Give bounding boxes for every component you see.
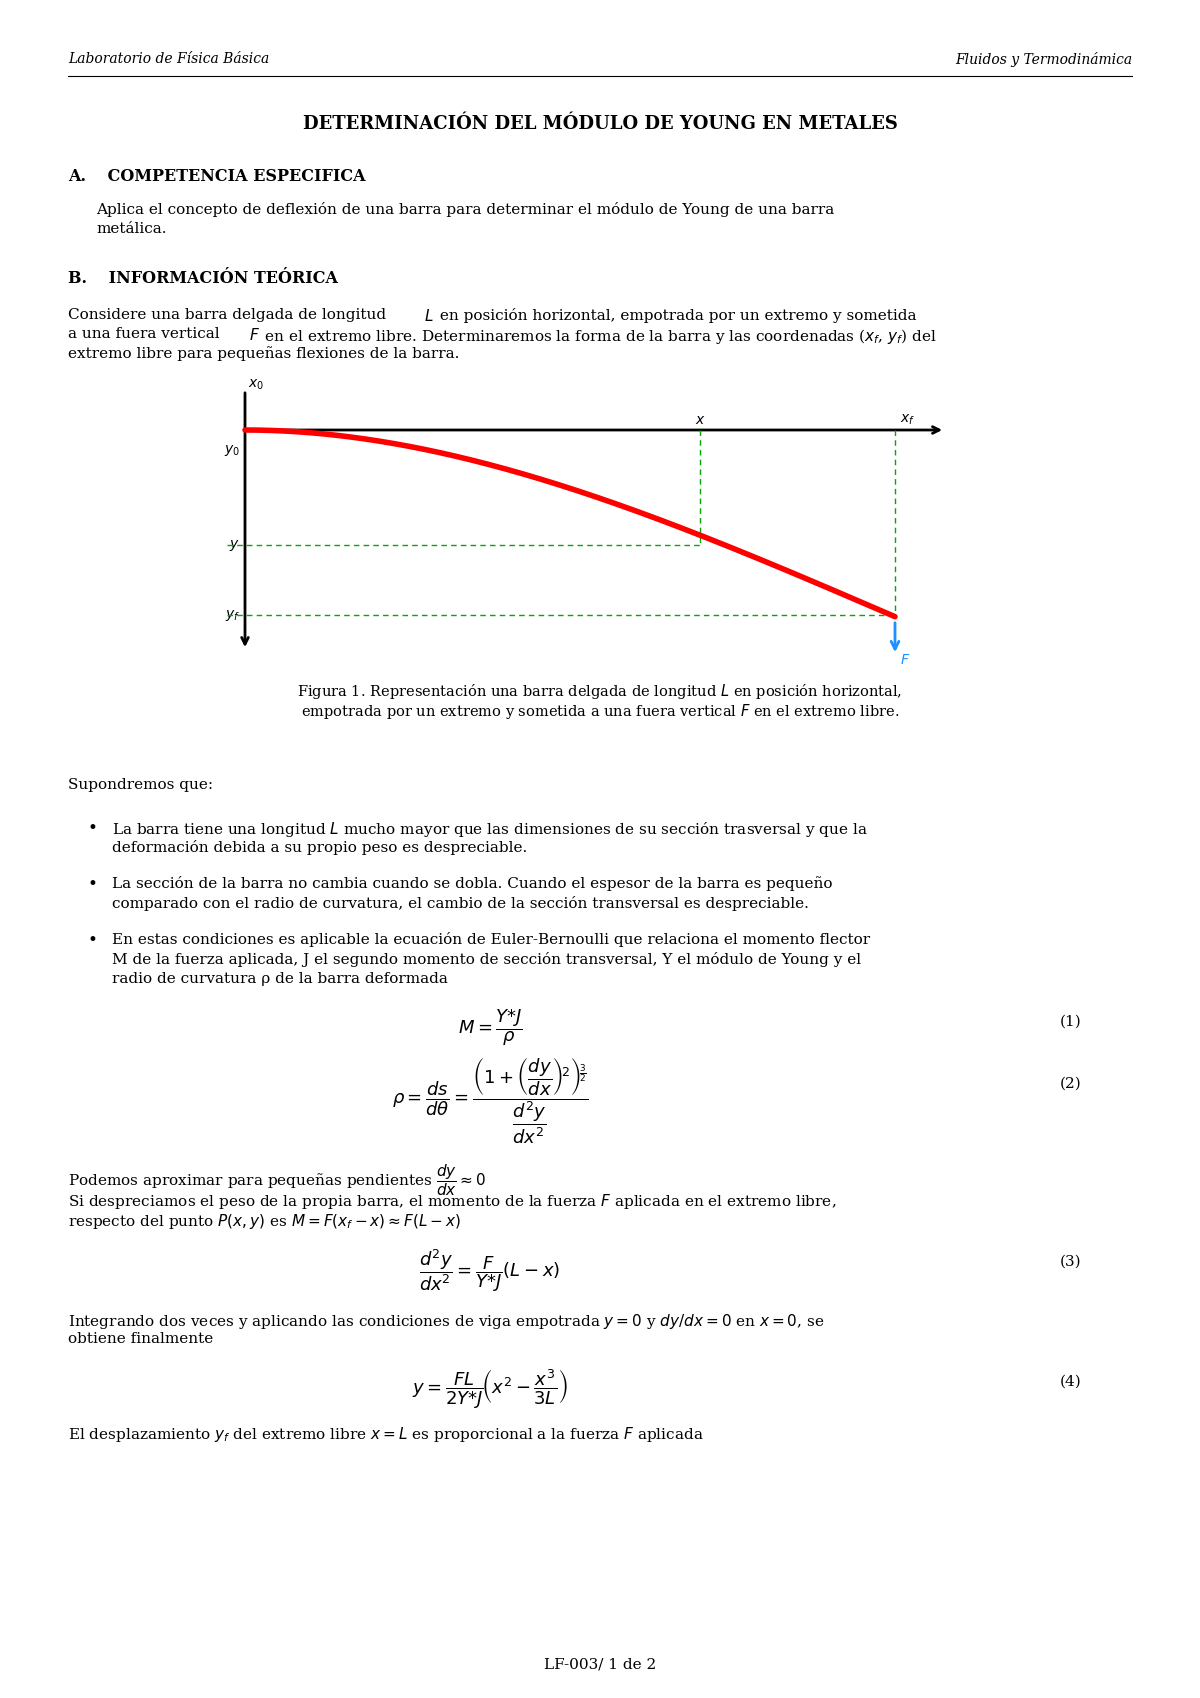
- Text: •: •: [88, 932, 98, 949]
- Text: (3): (3): [1060, 1255, 1081, 1268]
- Text: $\rho = \dfrac{ds}{d\theta} = \dfrac{\left(1+\left(\dfrac{dy}{dx}\right)^{\!2}\r: $\rho = \dfrac{ds}{d\theta} = \dfrac{\le…: [391, 1056, 588, 1146]
- Text: (4): (4): [1060, 1375, 1081, 1389]
- Text: deformación debida a su propio peso es despreciable.: deformación debida a su propio peso es d…: [112, 841, 527, 856]
- Text: M de la fuerza aplicada, J el segundo momento de sección transversal, Y el módul: M de la fuerza aplicada, J el segundo mo…: [112, 953, 862, 966]
- Text: $y_f$: $y_f$: [224, 608, 240, 623]
- Text: El desplazamiento $y_f$ del extremo libre $x = L$ es proporcional a la fuerza $F: El desplazamiento $y_f$ del extremo libr…: [68, 1425, 703, 1443]
- Text: a una fuera vertical: a una fuera vertical: [68, 328, 224, 341]
- Text: radio de curvatura ρ de la barra deformada: radio de curvatura ρ de la barra deforma…: [112, 971, 448, 987]
- Text: comparado con el radio de curvatura, el cambio de la sección transversal es desp: comparado con el radio de curvatura, el …: [112, 897, 809, 912]
- Text: Considere una barra delgada de longitud: Considere una barra delgada de longitud: [68, 307, 391, 323]
- Text: La barra tiene una longitud $L$ mucho mayor que las dimensiones de su sección tr: La barra tiene una longitud $L$ mucho ma…: [112, 820, 868, 839]
- Text: (1): (1): [1060, 1015, 1081, 1029]
- Text: $x$: $x$: [695, 413, 706, 426]
- Text: A.  COMPETENCIA ESPECIFICA: A. COMPETENCIA ESPECIFICA: [68, 168, 366, 185]
- Text: Si despreciamos el peso de la propia barra, el momento de la fuerza $F$ aplicada: Si despreciamos el peso de la propia bar…: [68, 1192, 836, 1211]
- Text: •: •: [88, 876, 98, 893]
- Text: $M = \dfrac{Y{*}J}{\rho}$: $M = \dfrac{Y{*}J}{\rho}$: [457, 1007, 522, 1048]
- Text: $F$: $F$: [250, 328, 260, 343]
- Text: empotrada por un extremo y sometida a una fuera vertical $F$ en el extremo libre: empotrada por un extremo y sometida a un…: [301, 701, 899, 722]
- Text: $L$: $L$: [424, 307, 433, 324]
- Text: obtiene finalmente: obtiene finalmente: [68, 1331, 214, 1347]
- Text: (2): (2): [1060, 1077, 1081, 1092]
- Text: Laboratorio de Física Básica: Laboratorio de Física Básica: [68, 53, 269, 66]
- Text: Fluidos y Termodinámica: Fluidos y Termodinámica: [955, 53, 1132, 66]
- Text: $y = \dfrac{FL}{2Y{*}J}\!\left(x^2 - \dfrac{x^3}{3L}\right)$: $y = \dfrac{FL}{2Y{*}J}\!\left(x^2 - \df…: [412, 1367, 568, 1409]
- Text: en el extremo libre. Determinaremos la forma de la barra y las coordenadas ($x_f: en el extremo libre. Determinaremos la f…: [260, 328, 937, 346]
- Text: B.  INFORMACIÓN TEÓRICA: B. INFORMACIÓN TEÓRICA: [68, 270, 338, 287]
- Text: metálica.: metálica.: [96, 222, 167, 236]
- Text: $x_f$: $x_f$: [900, 413, 916, 426]
- Text: en posición horizontal, empotrada por un extremo y sometida: en posición horizontal, empotrada por un…: [436, 307, 917, 323]
- Text: $F$: $F$: [900, 654, 910, 667]
- Text: $\dfrac{d^2y}{dx^2} = \dfrac{F}{Y{*}J}(L - x)$: $\dfrac{d^2y}{dx^2} = \dfrac{F}{Y{*}J}(L…: [420, 1246, 560, 1294]
- Text: extremo libre para pequeñas flexiones de la barra.: extremo libre para pequeñas flexiones de…: [68, 346, 460, 362]
- Text: La sección de la barra no cambia cuando se dobla. Cuando el espesor de la barra : La sección de la barra no cambia cuando …: [112, 876, 833, 891]
- Text: Aplica el concepto de deflexión de una barra para determinar el módulo de Young : Aplica el concepto de deflexión de una b…: [96, 202, 834, 217]
- Text: Integrando dos veces y aplicando las condiciones de viga empotrada $y = 0$ y $dy: Integrando dos veces y aplicando las con…: [68, 1313, 824, 1331]
- Text: •: •: [88, 820, 98, 837]
- Text: Supondremos que:: Supondremos que:: [68, 778, 214, 791]
- Text: $y$: $y$: [229, 538, 240, 552]
- Text: En estas condiciones es aplicable la ecuación de Euler-Bernoulli que relaciona e: En estas condiciones es aplicable la ecu…: [112, 932, 870, 947]
- Text: LF-003/ 1 de 2: LF-003/ 1 de 2: [544, 1657, 656, 1673]
- Text: DETERMINACIÓN DEL MÓDULO DE YOUNG EN METALES: DETERMINACIÓN DEL MÓDULO DE YOUNG EN MET…: [302, 115, 898, 132]
- Text: respecto del punto $P(x, y)$ es $M = F(x_f - x) \approx F(L - x)$: respecto del punto $P(x, y)$ es $M = F(x…: [68, 1212, 461, 1231]
- Text: Podemos aproximar para pequeñas pendientes $\dfrac{dy}{dx} \approx 0$: Podemos aproximar para pequeñas pendient…: [68, 1161, 486, 1197]
- Text: Figura 1. Representación una barra delgada de longitud $L$ en posición horizonta: Figura 1. Representación una barra delga…: [298, 683, 902, 701]
- Text: $y_0$: $y_0$: [224, 443, 240, 457]
- Text: $x_0$: $x_0$: [248, 377, 264, 392]
